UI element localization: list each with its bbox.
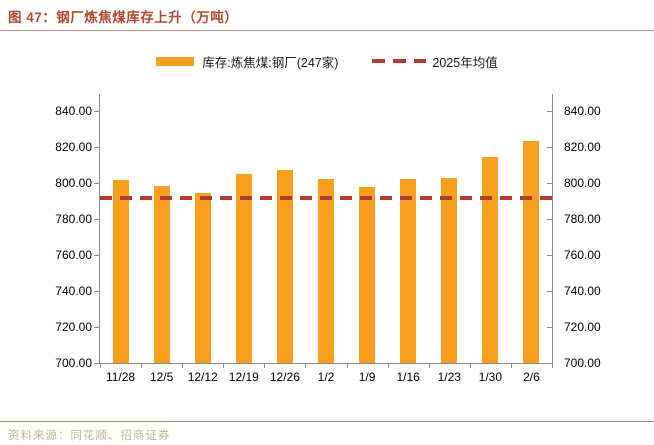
mean-dashed-line bbox=[100, 196, 552, 201]
x-tick bbox=[510, 364, 512, 368]
x-tick-label: 1/16 bbox=[396, 370, 420, 384]
y-tick-label-right: 800.00 bbox=[564, 176, 601, 190]
x-tick bbox=[141, 364, 143, 368]
y-tick-right bbox=[547, 363, 552, 364]
y-tick-right bbox=[547, 219, 552, 220]
y-tick-right bbox=[547, 327, 552, 328]
x-tick bbox=[428, 364, 430, 368]
x-tick-label: 1/23 bbox=[437, 370, 461, 384]
legend-bar-swatch-icon bbox=[156, 56, 195, 66]
y-tick-label-right: 720.00 bbox=[564, 320, 601, 334]
x-tick bbox=[346, 364, 348, 368]
source-note: 资料来源：同花顺、招商证券 bbox=[0, 421, 654, 443]
x-tick-label: 1/30 bbox=[478, 370, 503, 384]
y-tick-left bbox=[94, 291, 99, 292]
source-text: 资料来源：同花顺、招商证券 bbox=[8, 430, 171, 442]
y-tick-left bbox=[94, 327, 99, 328]
y-tick-label-right: 760.00 bbox=[564, 248, 601, 262]
bar bbox=[235, 174, 252, 363]
y-tick-left bbox=[94, 255, 99, 256]
bar bbox=[153, 185, 170, 363]
chart-legend: 库存:炼焦煤:钢厂(247家) 2025年均值 bbox=[0, 53, 654, 70]
y-tick-label-left: 760.00 bbox=[55, 248, 92, 262]
bar bbox=[276, 170, 293, 363]
y-tick-label-left: 740.00 bbox=[55, 284, 92, 298]
bar-chart: 700.00 700.00 720.00 720.00 740.00 740.00 760.… bbox=[0, 73, 654, 385]
bar bbox=[194, 192, 211, 363]
x-tick bbox=[182, 364, 184, 368]
legend-line-label: 2025年均值 bbox=[432, 55, 498, 70]
x-tick bbox=[305, 364, 307, 368]
bar bbox=[400, 179, 417, 363]
y-tick-label-left: 820.00 bbox=[55, 140, 92, 154]
x-tick-label: 12/19 bbox=[228, 370, 259, 384]
y-tick-label-right: 700.00 bbox=[564, 356, 601, 370]
y-tick-left bbox=[94, 363, 99, 364]
legend-bar-label: 库存:炼焦煤:钢厂(247家) bbox=[202, 55, 339, 70]
x-tick bbox=[223, 364, 225, 368]
y-tick-left bbox=[94, 147, 99, 148]
x-tick-label: 1/2 bbox=[317, 370, 335, 384]
bar bbox=[523, 140, 540, 363]
y-tick-label-left: 800.00 bbox=[55, 176, 92, 190]
x-tick-label: 12/12 bbox=[187, 370, 218, 384]
x-tick bbox=[552, 364, 553, 368]
x-tick-label: 12/26 bbox=[269, 370, 300, 384]
bar bbox=[359, 186, 376, 363]
x-tick-label: 1/9 bbox=[358, 370, 376, 384]
y-tick-label-right: 740.00 bbox=[564, 284, 601, 298]
x-tick bbox=[387, 364, 389, 368]
x-tick-label: 2/6 bbox=[523, 370, 540, 384]
y-tick-right bbox=[547, 111, 552, 112]
bar bbox=[112, 180, 129, 363]
bar bbox=[318, 179, 334, 363]
y-tick-label-left: 840.00 bbox=[55, 104, 92, 118]
y-axis-line-left bbox=[99, 94, 100, 364]
y-tick-left bbox=[94, 219, 99, 220]
x-tick-label: 12/5 bbox=[149, 370, 174, 384]
y-tick-right bbox=[547, 183, 552, 184]
legend-dash-swatch-icon bbox=[372, 59, 427, 63]
y-tick-label-right: 840.00 bbox=[564, 104, 601, 118]
x-tick bbox=[264, 364, 266, 368]
x-tick bbox=[100, 364, 101, 368]
y-tick-label-left: 720.00 bbox=[55, 320, 92, 334]
y-axis-line-right bbox=[552, 94, 553, 364]
y-tick-label-left: 780.00 bbox=[55, 212, 92, 226]
y-tick-right bbox=[547, 147, 552, 148]
y-tick-right bbox=[547, 255, 552, 256]
bar bbox=[482, 156, 499, 363]
bar bbox=[441, 177, 458, 363]
y-tick-right bbox=[547, 291, 552, 292]
y-tick-left bbox=[94, 183, 99, 184]
y-tick-left bbox=[94, 111, 99, 112]
figure-title: 图 47：钢厂炼焦煤库存上升（万吨） bbox=[0, 0, 654, 31]
y-tick-label-right: 780.00 bbox=[564, 212, 601, 226]
x-axis-line bbox=[99, 363, 553, 364]
y-tick-label-right: 820.00 bbox=[564, 140, 601, 154]
x-tick bbox=[469, 364, 471, 368]
y-tick-label-left: 700.00 bbox=[55, 356, 92, 370]
x-tick-label: 11/28 bbox=[105, 370, 136, 384]
